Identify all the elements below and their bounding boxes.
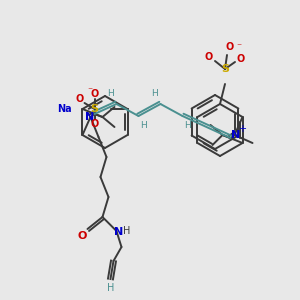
Text: N: N [85, 112, 94, 122]
Text: O: O [237, 54, 245, 64]
Text: H: H [107, 283, 114, 293]
Text: +: + [238, 124, 247, 134]
Text: S: S [221, 64, 229, 74]
Text: S: S [91, 104, 98, 114]
Text: O: O [75, 94, 84, 104]
Text: ⁻: ⁻ [236, 42, 242, 52]
Text: O: O [226, 42, 234, 52]
Text: H: H [140, 121, 147, 130]
Text: Na: Na [57, 104, 72, 114]
Text: O: O [90, 119, 99, 129]
Text: O: O [90, 89, 99, 99]
Text: H: H [107, 89, 114, 98]
Text: N: N [231, 130, 240, 140]
Text: H: H [184, 121, 191, 130]
Text: H: H [151, 89, 158, 98]
Text: H: H [123, 226, 130, 236]
Text: ⁻: ⁻ [87, 86, 92, 96]
Text: N: N [114, 227, 123, 237]
Text: O: O [78, 231, 87, 241]
Text: O: O [205, 52, 213, 62]
